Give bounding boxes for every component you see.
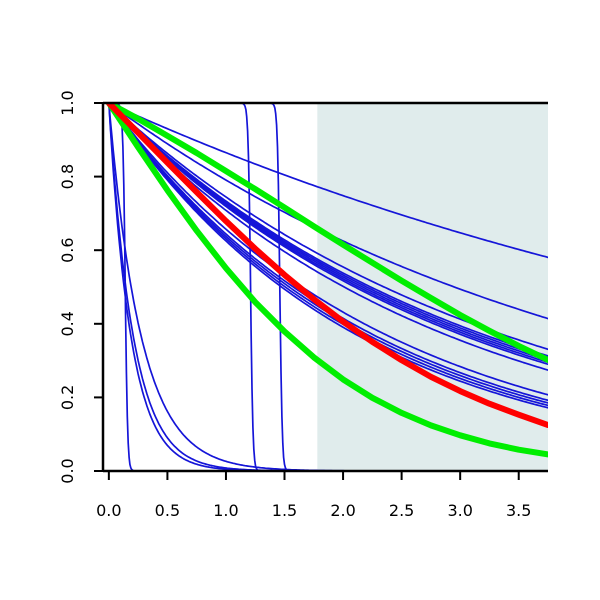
x-tick-label: 2.5 — [389, 501, 414, 520]
blue-curve-12 — [108, 103, 548, 407]
y-tick-label: 0.0 — [58, 458, 77, 483]
y-tick-label: 0.4 — [58, 311, 77, 336]
green-series-1 — [105, 103, 548, 458]
x-tick-label: 1.5 — [272, 501, 297, 520]
x-tick-label: 2.0 — [330, 501, 355, 520]
blue-fast-curve-1 — [108, 103, 548, 471]
green-series-0 — [105, 103, 548, 363]
blue-fast-curve-2 — [108, 103, 548, 471]
y-tick-label: 1.0 — [58, 90, 77, 115]
y-tick-label: 0.6 — [58, 237, 77, 262]
blue-curve-7 — [108, 103, 548, 366]
x-tick-label: 1.0 — [213, 501, 238, 520]
x-tick-label: 3.5 — [506, 501, 531, 520]
x-tick-label: 3.0 — [447, 501, 472, 520]
x-tick-label: 0.5 — [155, 501, 180, 520]
blue-curve-13 — [108, 103, 548, 409]
y-tick-label: 0.2 — [58, 385, 77, 410]
x-tick-label: 0.0 — [96, 501, 121, 520]
y-tick-label: 0.8 — [58, 164, 77, 189]
blue-curve-0 — [108, 103, 548, 259]
axes-group: 0.0 0.5 1.0 1.5 2.0 2.5 3.0 3.5 0.0 0.2 0.4 0.6 0.8 1… — [58, 90, 548, 520]
red-series-2 — [105, 103, 548, 428]
blue-curve-9 — [108, 103, 548, 396]
